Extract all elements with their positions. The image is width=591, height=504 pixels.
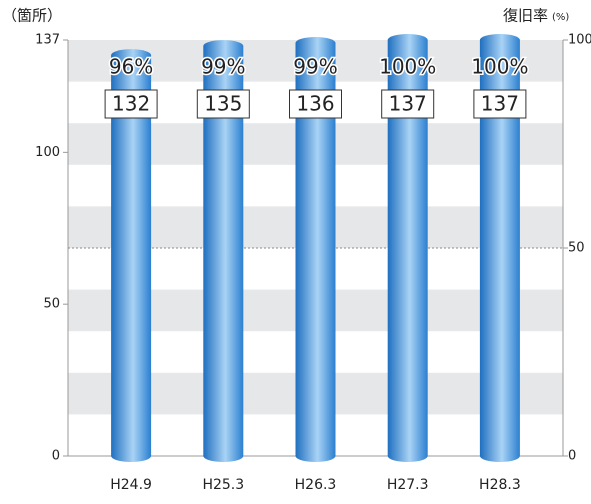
rate-label: 99% xyxy=(293,55,337,79)
rate-label: 100% xyxy=(471,55,528,79)
value-label-box xyxy=(196,89,250,119)
y-tick-label: 137 xyxy=(35,33,60,48)
x-tick-label: H27.3 xyxy=(387,477,429,493)
value-label-box xyxy=(289,89,342,119)
y-tick-label: 0 xyxy=(52,449,60,464)
bar-body xyxy=(111,49,152,463)
rate-label: 96% xyxy=(109,55,153,79)
rate-label: 100% xyxy=(379,55,436,79)
y2-tick-label: 100 xyxy=(568,33,591,48)
y2-axis-title: 復旧率 xyxy=(503,7,548,25)
y-tick-label: 50 xyxy=(43,297,60,312)
x-tick-label: H24.9 xyxy=(110,477,152,493)
value-label-box xyxy=(473,89,527,119)
bar xyxy=(387,34,428,462)
y2-axis-unit: (%) xyxy=(552,12,569,23)
bar xyxy=(479,33,520,462)
bar xyxy=(203,40,244,462)
value-label: 132 xyxy=(112,92,150,116)
rate-label: 99% xyxy=(201,55,245,79)
bar xyxy=(111,49,152,463)
y2-tick-label: 50 xyxy=(568,241,585,256)
y2-tick-label: 0 xyxy=(568,449,576,464)
y-axis-title: （箇所） xyxy=(2,7,62,25)
x-tick-label: H25.3 xyxy=(202,477,244,493)
x-tick-label: H28.3 xyxy=(479,477,521,493)
value-label: 135 xyxy=(204,92,242,116)
bar-body xyxy=(479,33,520,462)
bar xyxy=(295,37,336,462)
value-label: 137 xyxy=(389,92,427,116)
y-tick-label: 100 xyxy=(35,145,60,160)
bar-body xyxy=(387,34,428,462)
value-label-box xyxy=(104,89,158,119)
value-label: 137 xyxy=(481,92,519,116)
bar-body xyxy=(203,40,244,462)
value-label-box xyxy=(381,89,435,119)
value-label: 136 xyxy=(296,92,334,116)
bar-body xyxy=(295,37,336,462)
x-tick-label: H26.3 xyxy=(295,477,337,493)
